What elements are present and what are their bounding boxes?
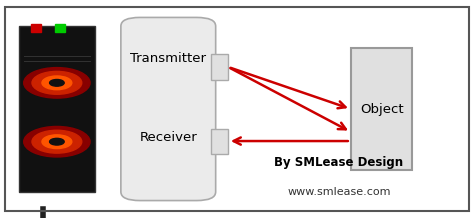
Text: www.smlease.com: www.smlease.com [287, 187, 391, 197]
Circle shape [32, 130, 82, 153]
Circle shape [50, 80, 64, 86]
FancyBboxPatch shape [121, 17, 216, 201]
Circle shape [32, 72, 82, 94]
Text: Transmitter: Transmitter [130, 52, 206, 65]
Text: Object: Object [360, 102, 403, 116]
Bar [351, 48, 412, 170]
Circle shape [42, 135, 72, 149]
Circle shape [42, 76, 72, 90]
Circle shape [24, 68, 90, 98]
Circle shape [24, 126, 90, 157]
Bar [19, 26, 95, 192]
Bar [211, 129, 228, 154]
Circle shape [50, 138, 64, 145]
Text: By SMLease Design: By SMLease Design [274, 156, 403, 169]
Bar [55, 24, 65, 32]
Bar [211, 54, 228, 80]
Text: Receiver: Receiver [139, 131, 197, 144]
Bar [31, 24, 41, 32]
